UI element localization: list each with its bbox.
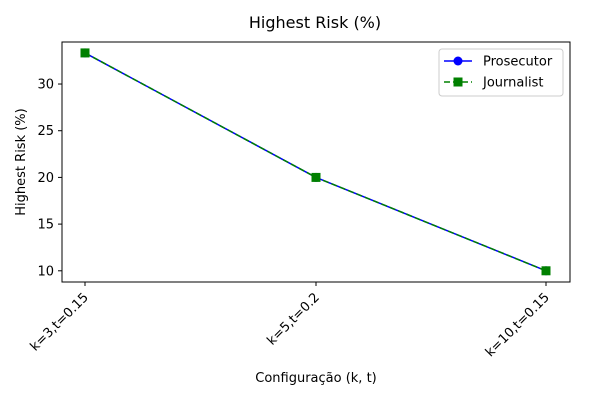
data-point-journalist	[311, 172, 321, 182]
y-tick-label: 20	[37, 171, 54, 186]
x-axis-label: Configuração (k, t)	[255, 371, 377, 386]
legend-marker-prosecutor	[453, 56, 463, 66]
y-tick-label: 15	[37, 218, 54, 233]
x-axis: k=3,t=0.15 k=5,t=0.2 k=10,t=0.15	[28, 282, 553, 360]
y-axis: 10 15 20 25 30	[37, 78, 62, 279]
series-layer	[80, 48, 551, 276]
y-tick-label: 25	[37, 124, 54, 139]
legend-label-journalist: Journalist	[482, 76, 543, 91]
data-point-journalist	[541, 266, 551, 276]
legend: Prosecutor Journalist	[438, 48, 564, 97]
data-point-journalist	[80, 48, 90, 58]
x-tick-label: k=5,t=0.2	[264, 290, 322, 348]
y-tick-label: 30	[37, 78, 54, 93]
x-tick-label: k=3,t=0.15	[28, 290, 92, 354]
chart-title: Highest Risk (%)	[249, 13, 381, 32]
x-tick-label: k=10,t=0.15	[483, 290, 553, 360]
y-axis-label: Highest Risk (%)	[14, 108, 29, 215]
y-tick-label: 10	[37, 264, 54, 279]
legend-marker-journalist	[453, 77, 463, 87]
legend-label-prosecutor: Prosecutor	[483, 55, 553, 70]
